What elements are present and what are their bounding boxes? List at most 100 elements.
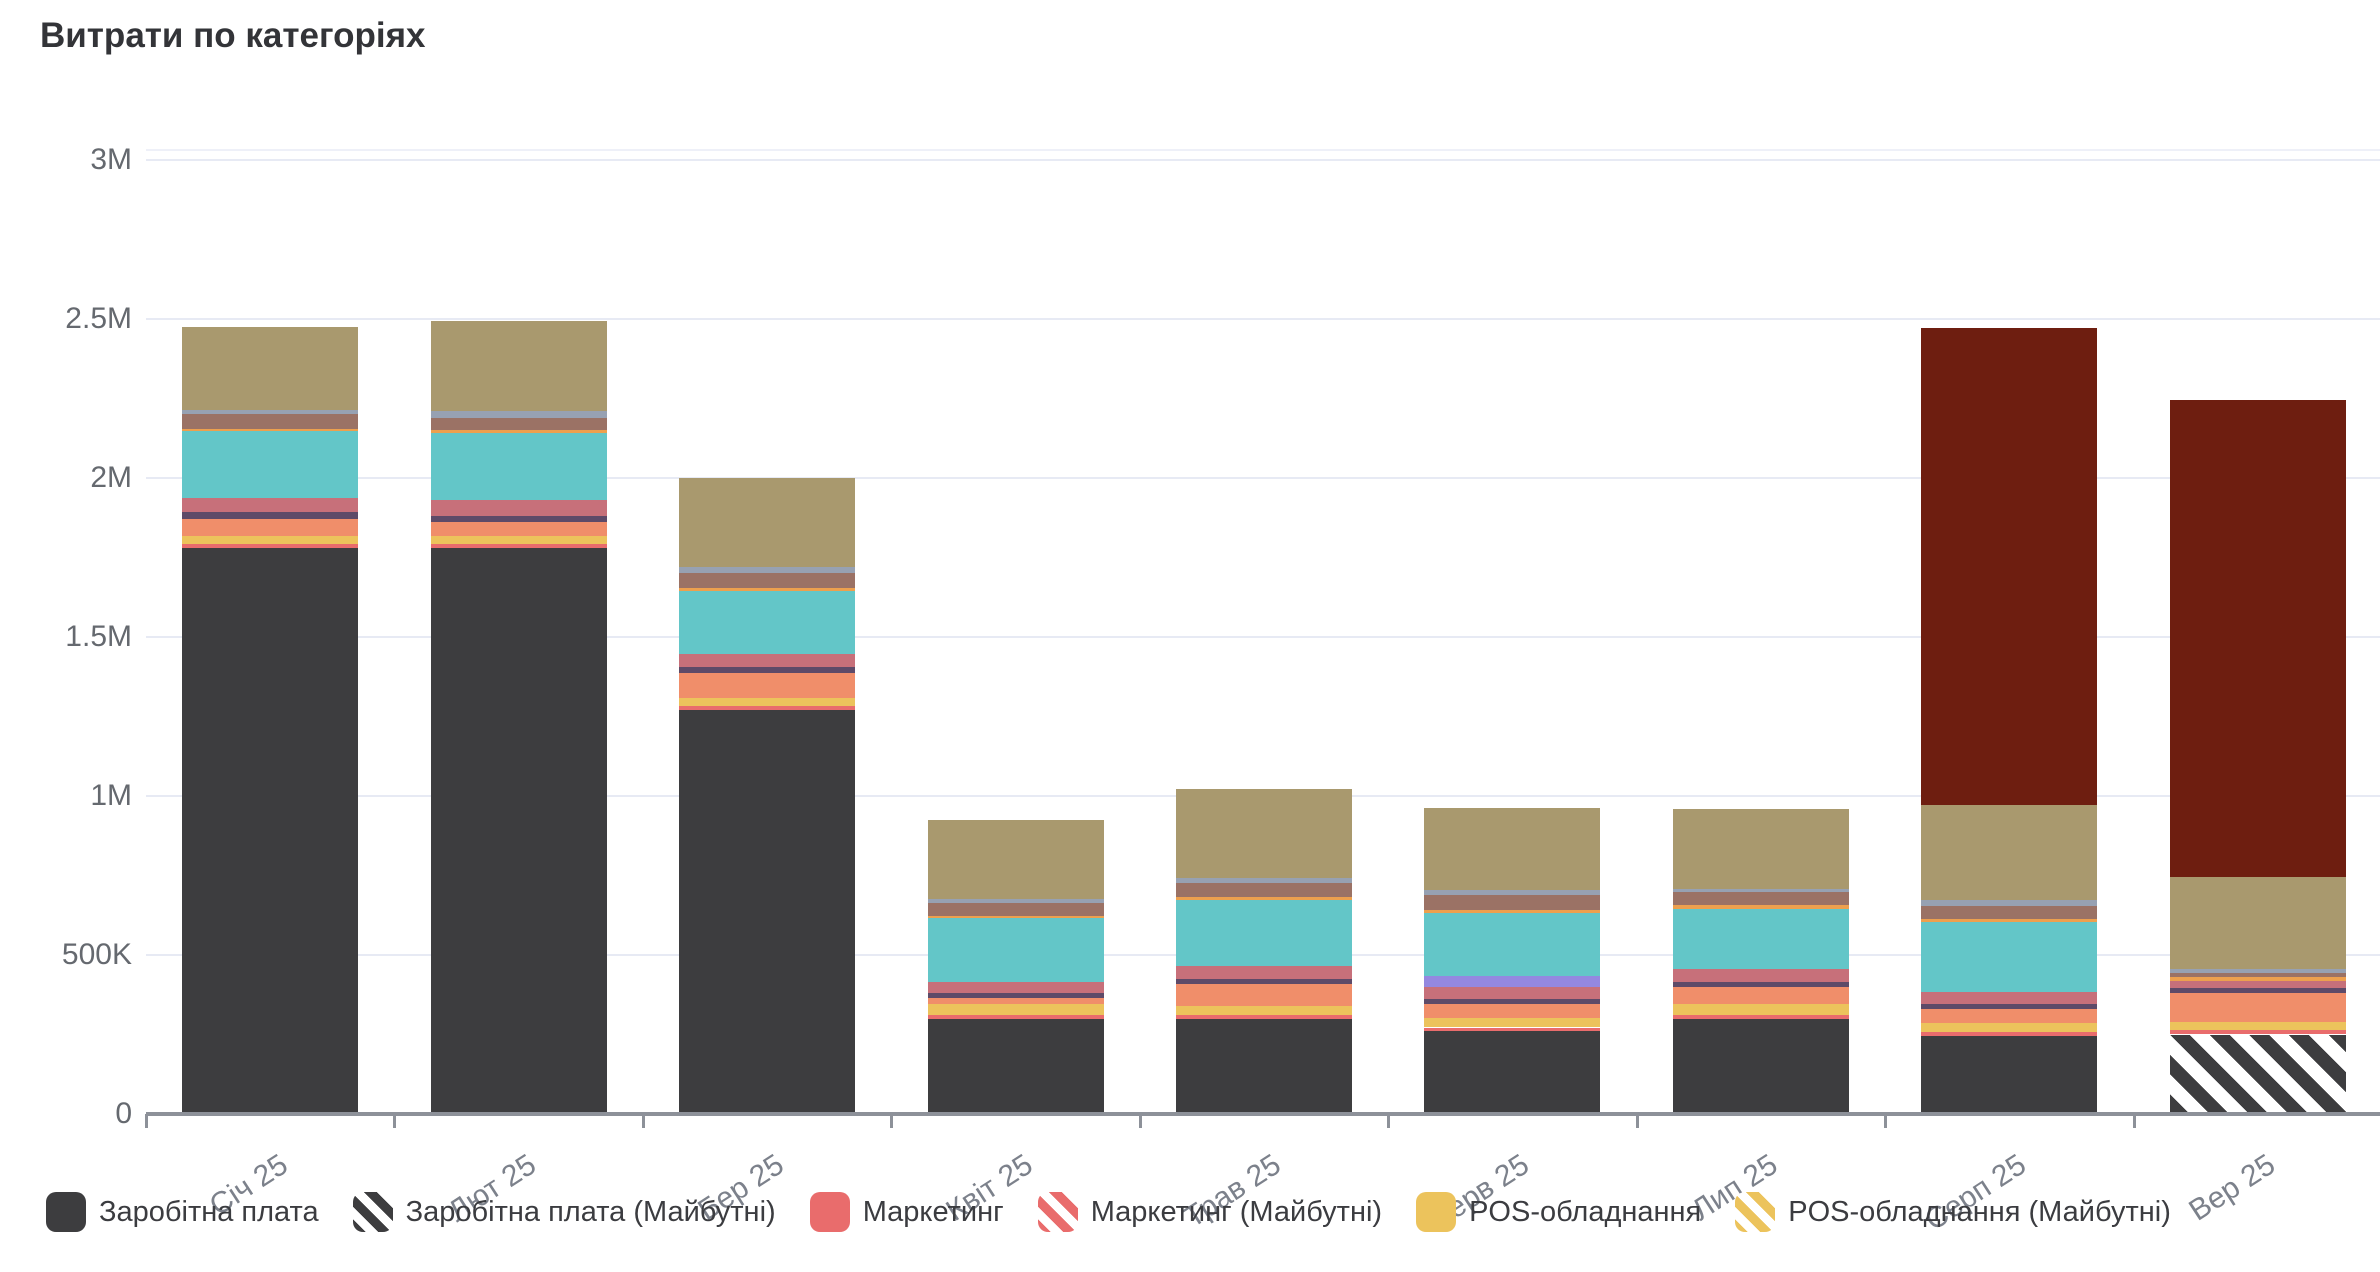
bar-segment-salary[interactable] bbox=[679, 710, 856, 1114]
bar-segment-marketing[interactable] bbox=[1921, 1032, 2098, 1037]
bar-segment-marketing[interactable] bbox=[182, 544, 359, 548]
bar-segment-unlabeled_slate[interactable] bbox=[1424, 890, 1601, 896]
bar-segment-unlabeled_teal[interactable] bbox=[1921, 921, 2098, 992]
bar-segment-unlabeled_slate[interactable] bbox=[1921, 899, 2098, 907]
bar-segment-unlabeled_tan[interactable] bbox=[1672, 809, 1849, 889]
legend-item-pos[interactable]: POS-обладнання bbox=[1416, 1192, 1701, 1232]
bar-segment-unlabeled_dark_purple[interactable] bbox=[927, 993, 1104, 998]
bar-segment-unlabeled_salmon[interactable] bbox=[182, 518, 359, 537]
bar-segment-unlabeled_dark_purple[interactable] bbox=[679, 667, 856, 673]
bar-segment-unlabeled_orange[interactable] bbox=[1424, 909, 1601, 913]
bar-segment-unlabeled_orange[interactable] bbox=[927, 915, 1104, 919]
bar-segment-unlabeled_tan[interactable] bbox=[927, 819, 1104, 900]
bar-segment-unlabeled_teal[interactable] bbox=[679, 590, 856, 655]
bar-segment-unlabeled_rose[interactable] bbox=[927, 982, 1104, 994]
bar-segment-unlabeled_teal[interactable] bbox=[927, 918, 1104, 983]
bar-segment-unlabeled_slate[interactable] bbox=[1672, 888, 1849, 893]
bar-segment-unlabeled_orange[interactable] bbox=[182, 428, 359, 432]
bar-segment-pos[interactable] bbox=[1424, 1017, 1601, 1028]
bar-segment-marketing[interactable] bbox=[679, 706, 856, 711]
bar-segment-pos[interactable] bbox=[927, 1004, 1104, 1016]
bar-segment-unlabeled_slate[interactable] bbox=[679, 567, 856, 574]
bar-segment-pos[interactable] bbox=[1176, 1005, 1352, 1016]
bar-segment-unlabeled_salmon[interactable] bbox=[1176, 983, 1352, 1006]
bar-segment-pos[interactable] bbox=[1921, 1023, 2098, 1033]
bar-segment-unlabeled_brown[interactable] bbox=[1176, 882, 1352, 898]
bar-segment-pos[interactable] bbox=[1672, 1004, 1849, 1016]
bar-segment-unlabeled_salmon[interactable] bbox=[430, 521, 607, 537]
bar-segment-unlabeled_salmon[interactable] bbox=[1424, 1003, 1601, 1018]
bar-segment-salary[interactable] bbox=[430, 547, 607, 1114]
bar-segment-unlabeled_tan[interactable] bbox=[1921, 804, 2098, 900]
bar-segment-unlabeled_dark_purple[interactable] bbox=[1921, 1004, 2098, 1010]
bar-segment-salary[interactable] bbox=[1921, 1036, 2098, 1114]
bar-segment-unlabeled_teal[interactable] bbox=[182, 431, 359, 499]
bar-segment-unlabeled_rose[interactable] bbox=[1176, 966, 1352, 979]
bar-segment-unlabeled_slate[interactable] bbox=[1176, 878, 1352, 883]
bar-segment-marketing[interactable] bbox=[1672, 1015, 1849, 1019]
bar-segment-unlabeled_teal[interactable] bbox=[1424, 912, 1601, 977]
bar-segment-unlabeled_maroon[interactable] bbox=[1921, 327, 2098, 805]
bar-segment-salary[interactable] bbox=[1176, 1018, 1352, 1114]
bar-segment-unlabeled_rose[interactable] bbox=[1921, 991, 2098, 1005]
bar-segment-unlabeled_orange[interactable] bbox=[430, 430, 607, 433]
bar-segment-unlabeled_rose[interactable] bbox=[1672, 969, 1849, 983]
bar-segment-unlabeled_rose[interactable] bbox=[182, 498, 359, 513]
bar-segment-unlabeled_brown[interactable] bbox=[1672, 892, 1849, 906]
bar-segment-unlabeled_rose[interactable] bbox=[2169, 981, 2346, 989]
bar-segment-unlabeled_salmon[interactable] bbox=[679, 672, 856, 699]
bar-segment-unlabeled_tan[interactable] bbox=[1424, 807, 1601, 891]
legend-item-marketing[interactable]: Маркетинг bbox=[809, 1192, 1004, 1232]
bar-segment-unlabeled_brown[interactable] bbox=[2169, 972, 2346, 978]
bar-segment-unlabeled_brown[interactable] bbox=[430, 417, 607, 431]
bar-segment-pos[interactable] bbox=[2169, 1021, 2346, 1031]
bar-segment-unlabeled_salmon[interactable] bbox=[2169, 993, 2346, 1022]
bar-segment-unlabeled_tan[interactable] bbox=[1176, 789, 1352, 879]
bar-segment-unlabeled_salmon[interactable] bbox=[927, 997, 1104, 1005]
legend-item-salary[interactable]: Заробітна плата bbox=[46, 1192, 319, 1232]
bar-segment-marketing[interactable] bbox=[2169, 1030, 2346, 1035]
bar-segment-salary_future[interactable] bbox=[2169, 1034, 2346, 1114]
bar-segment-unlabeled_maroon[interactable] bbox=[2169, 399, 2346, 877]
bar-segment-unlabeled_dark_purple[interactable] bbox=[182, 512, 359, 519]
bar-segment-unlabeled_teal[interactable] bbox=[1672, 908, 1849, 970]
bar-segment-marketing[interactable] bbox=[1176, 1015, 1352, 1019]
bar-segment-salary[interactable] bbox=[182, 547, 359, 1114]
bar-segment-unlabeled_brown[interactable] bbox=[1921, 906, 2098, 920]
bar-segment-unlabeled_slate[interactable] bbox=[182, 409, 359, 415]
bar-segment-unlabeled_tan[interactable] bbox=[679, 478, 856, 568]
legend-item-salary_future[interactable]: Заробітна плата (Майбутні) bbox=[352, 1192, 776, 1232]
bar-segment-unlabeled_slate[interactable] bbox=[430, 411, 607, 418]
bar-segment-unlabeled_dark_purple[interactable] bbox=[2169, 988, 2346, 994]
bar-segment-unlabeled_salmon[interactable] bbox=[1672, 986, 1849, 1005]
bar-segment-unlabeled_orange[interactable] bbox=[679, 587, 856, 591]
bar-segment-unlabeled_orange[interactable] bbox=[1921, 919, 2098, 922]
bar-segment-unlabeled_orange[interactable] bbox=[2169, 977, 2346, 982]
bar-segment-unlabeled_dark_purple[interactable] bbox=[1672, 982, 1849, 987]
bar-segment-unlabeled_teal[interactable] bbox=[430, 432, 607, 500]
bar-segment-unlabeled_salmon[interactable] bbox=[1921, 1009, 2098, 1024]
legend-item-marketing_future[interactable]: Маркетинг (Майбутні) bbox=[1037, 1192, 1382, 1232]
bar-segment-unlabeled_teal[interactable] bbox=[1176, 899, 1352, 967]
bar-segment-unlabeled_dark_purple[interactable] bbox=[1424, 998, 1601, 1004]
bar-segment-unlabeled_tan[interactable] bbox=[182, 326, 359, 410]
legend-item-pos_future[interactable]: POS-обладнання (Майбутні) bbox=[1735, 1192, 2171, 1232]
bar-segment-unlabeled_slate[interactable] bbox=[927, 899, 1104, 904]
bar-segment-marketing[interactable] bbox=[1424, 1027, 1601, 1032]
bar-segment-unlabeled_dark_purple[interactable] bbox=[1176, 978, 1352, 984]
bar-segment-marketing[interactable] bbox=[927, 1015, 1104, 1019]
bar-segment-salary[interactable] bbox=[1424, 1031, 1601, 1114]
bar-segment-unlabeled_orange[interactable] bbox=[1176, 897, 1352, 900]
bar-segment-unlabeled_lavender[interactable] bbox=[1424, 976, 1601, 988]
bar-segment-unlabeled_tan[interactable] bbox=[430, 320, 607, 412]
bar-segment-salary[interactable] bbox=[1672, 1018, 1849, 1114]
bar-segment-unlabeled_rose[interactable] bbox=[1424, 987, 1601, 999]
bar-segment-unlabeled_rose[interactable] bbox=[679, 654, 856, 668]
bar-segment-salary[interactable] bbox=[927, 1018, 1104, 1114]
bar-segment-unlabeled_slate[interactable] bbox=[2169, 968, 2346, 973]
bar-segment-pos[interactable] bbox=[430, 536, 607, 545]
bar-segment-unlabeled_brown[interactable] bbox=[927, 903, 1104, 916]
bar-segment-pos[interactable] bbox=[182, 536, 359, 545]
bar-segment-unlabeled_orange[interactable] bbox=[1672, 905, 1849, 909]
bar-segment-unlabeled_tan[interactable] bbox=[2169, 876, 2346, 969]
